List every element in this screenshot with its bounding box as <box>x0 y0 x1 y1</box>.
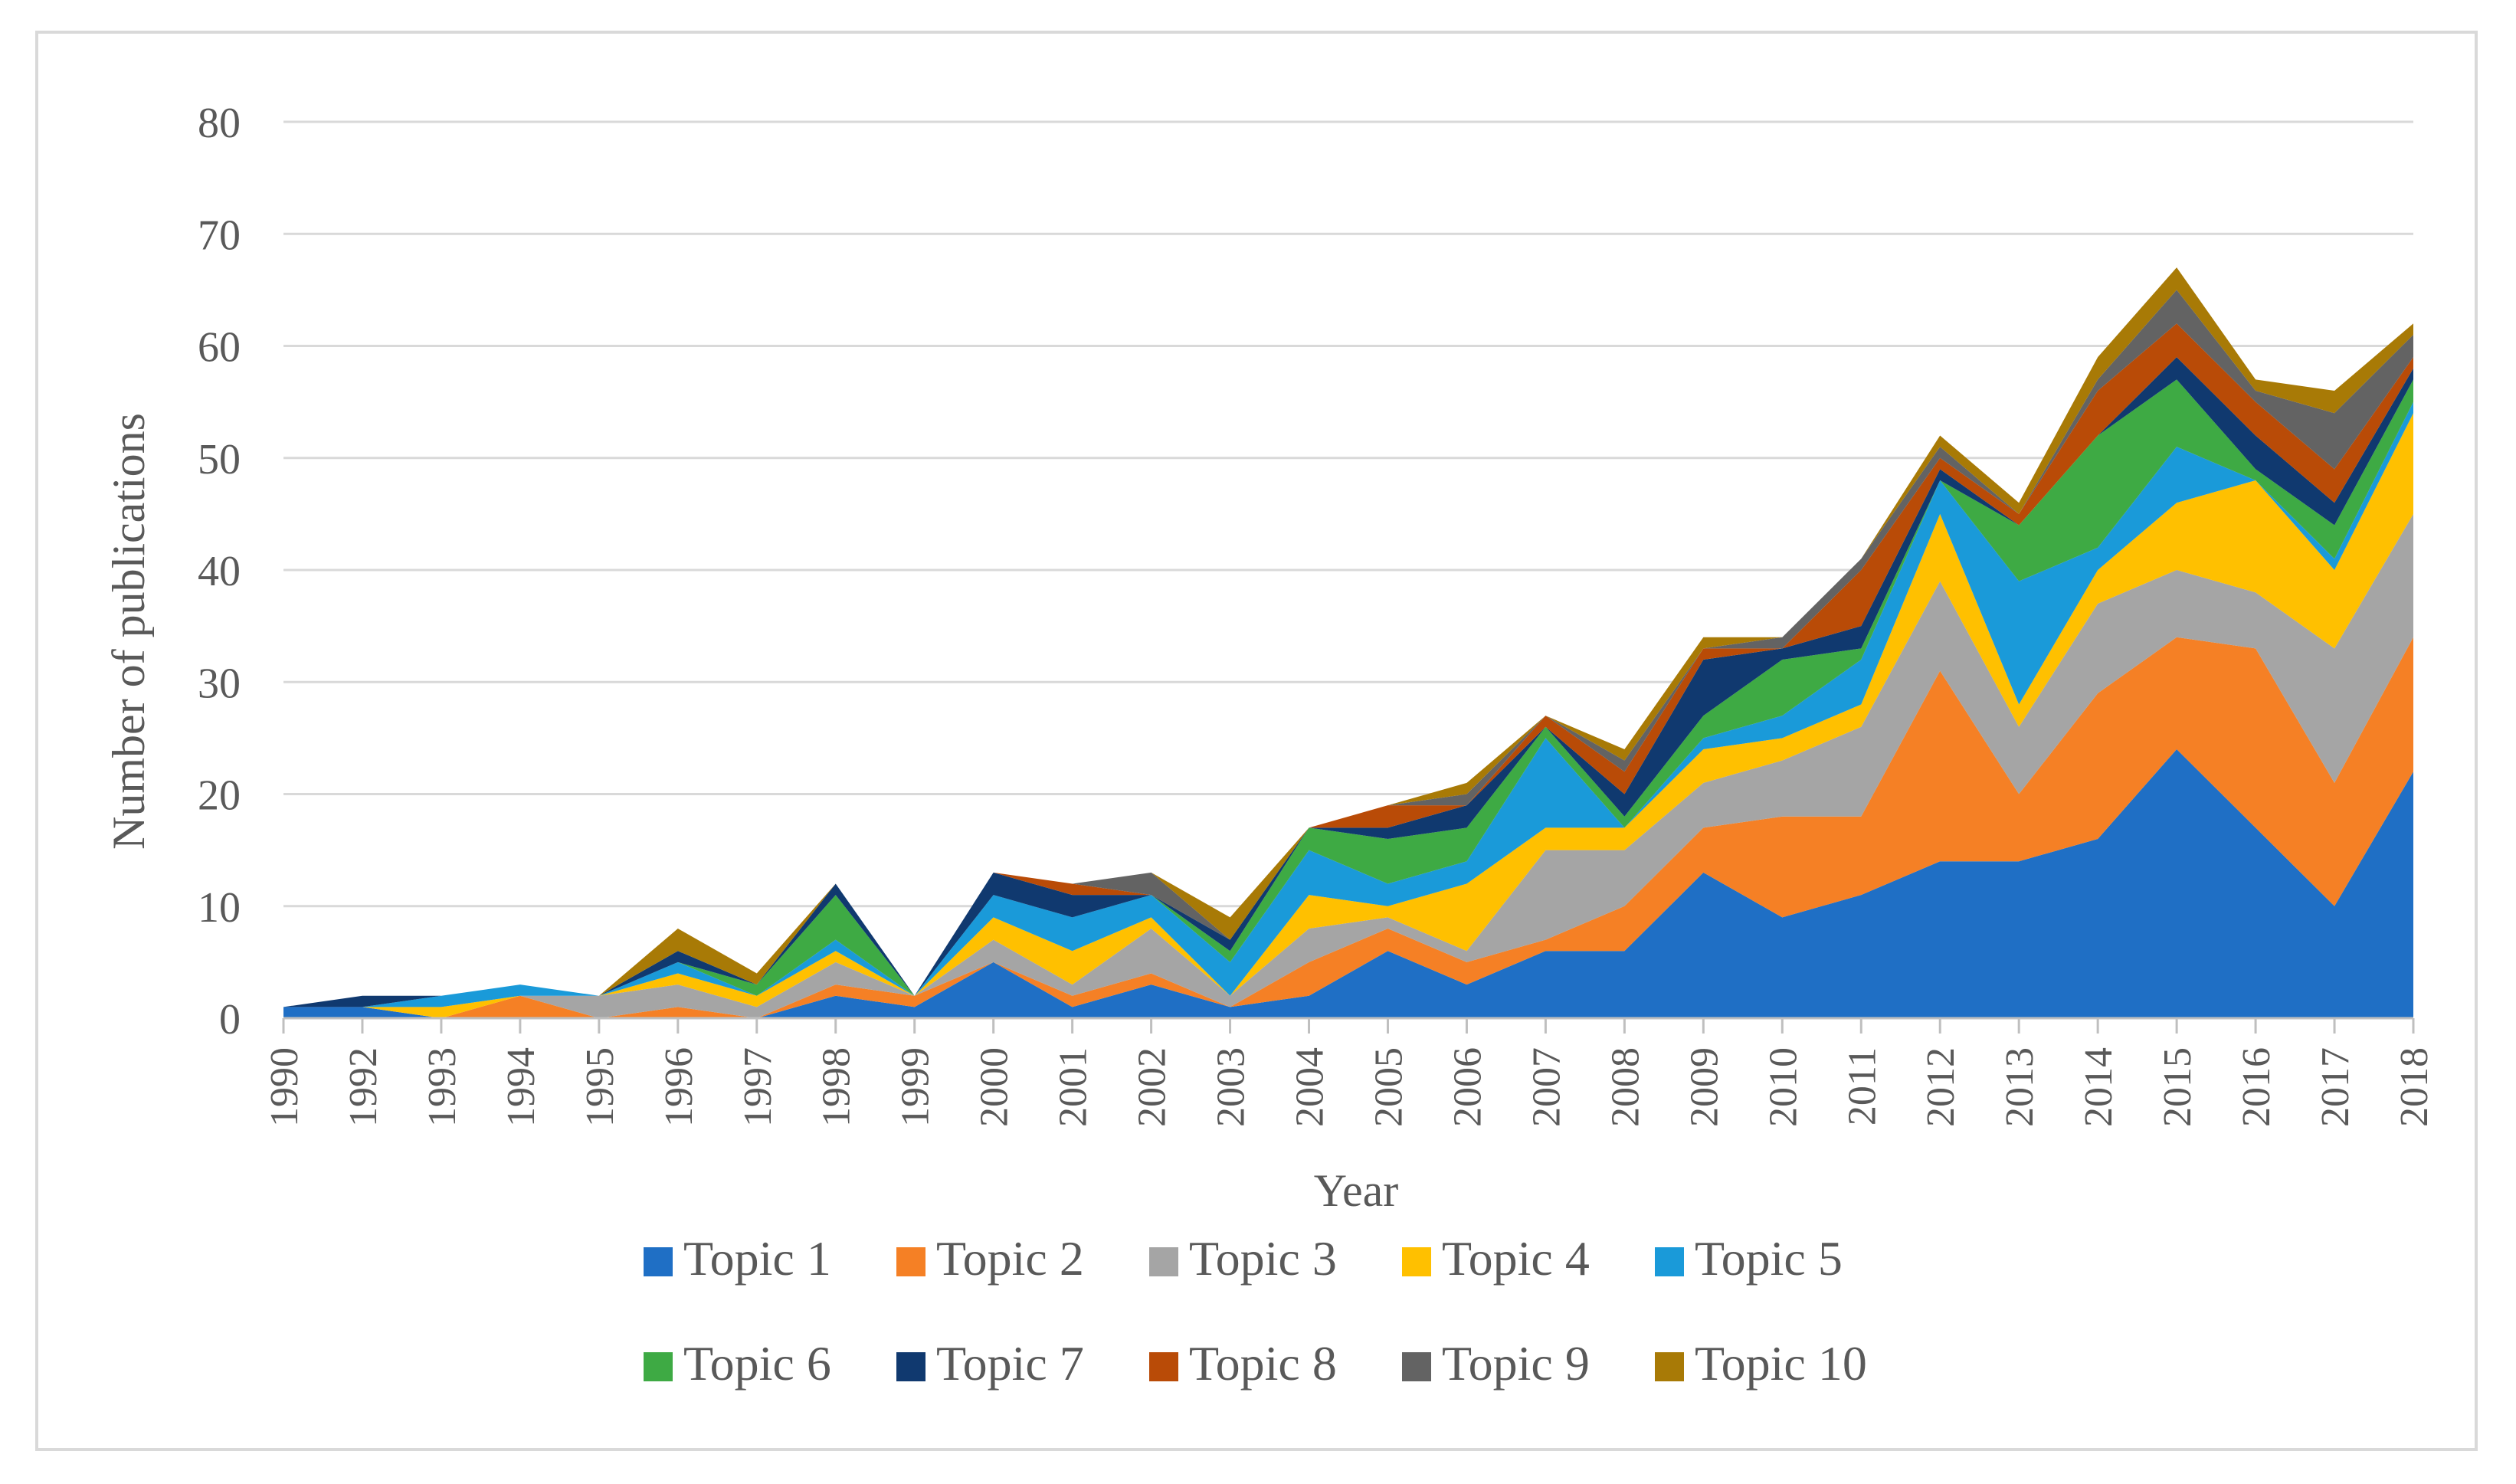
x-tick-label: 2014 <box>2077 1047 2121 1127</box>
area-series-6 <box>283 379 2413 1007</box>
x-tick-label: 2002 <box>1131 1047 1174 1127</box>
y-tick-label: 10 <box>198 884 241 932</box>
y-tick-label: 80 <box>198 100 241 147</box>
legend-label: Topic 3 <box>1189 1231 1337 1286</box>
legend-swatch <box>644 1352 673 1381</box>
y-axis-title: Number of publications <box>103 413 154 850</box>
legend-swatch <box>1149 1352 1178 1381</box>
x-tick-label: 2015 <box>2156 1047 2200 1127</box>
legend: Topic 1 Topic 2 Topic 3 Topic 4 Topic 5 Topic… <box>644 1231 1867 1391</box>
legend-label: Topic 10 <box>1695 1336 1867 1391</box>
legend-swatch <box>1402 1247 1431 1276</box>
x-tick-label: 2006 <box>1446 1047 1489 1127</box>
x-tick-label: 2001 <box>1052 1047 1096 1127</box>
area-series-1 <box>283 749 2413 1018</box>
y-tick-label: 20 <box>198 772 241 820</box>
legend-label: Topic 5 <box>1695 1231 1843 1286</box>
x-tick-label: 2004 <box>1289 1047 1332 1127</box>
stacked-areas <box>283 267 2413 1018</box>
x-tick-label: 1994 <box>500 1047 543 1127</box>
x-tick-label: 1995 <box>578 1047 622 1127</box>
x-tick-label: 2009 <box>1682 1047 1726 1127</box>
x-tick-label: 1992 <box>342 1047 385 1127</box>
y-tick-label: 60 <box>198 324 241 372</box>
y-tick-label: 0 <box>219 996 241 1043</box>
x-tick-label: 2017 <box>2314 1047 2357 1127</box>
x-tick-label: 2012 <box>1919 1047 1963 1127</box>
legend-label: Topic 8 <box>1189 1336 1337 1391</box>
x-tick-label: 2007 <box>1525 1047 1568 1127</box>
legend-swatch <box>896 1247 925 1276</box>
x-tick-label: 2008 <box>1604 1047 1647 1127</box>
legend-label: Topic 1 <box>683 1231 831 1286</box>
x-tick-label: 2016 <box>2235 1047 2278 1127</box>
y-tick-label: 30 <box>198 660 241 707</box>
x-tick-label: 2005 <box>1367 1047 1410 1127</box>
y-tick-label: 40 <box>198 548 241 595</box>
legend-swatch <box>644 1247 673 1276</box>
x-tick-label: 1996 <box>657 1047 701 1127</box>
legend-swatch <box>1655 1247 1684 1276</box>
legend-swatch <box>1149 1247 1178 1276</box>
legend-label: Topic 9 <box>1442 1336 1590 1391</box>
axes: 0 10 20 30 40 50 60 70 80 1990 1992 1993 1994 1995 199… <box>198 100 2436 1127</box>
x-tick-label: 1997 <box>736 1047 780 1127</box>
legend-label: Topic 7 <box>936 1336 1084 1391</box>
gridlines <box>283 120 2413 908</box>
legend-label: Topic 6 <box>683 1336 831 1391</box>
x-tick-label: 1999 <box>894 1047 938 1127</box>
x-tick-label: 2011 <box>1840 1047 1884 1125</box>
x-tick-label: 2013 <box>1998 1047 2042 1127</box>
legend-swatch <box>1655 1352 1684 1381</box>
legend-swatch <box>896 1352 925 1381</box>
legend-label: Topic 2 <box>936 1231 1084 1286</box>
y-tick-label: 50 <box>198 436 241 483</box>
x-tick-label: 2010 <box>1761 1047 1805 1127</box>
legend-swatch <box>1402 1352 1431 1381</box>
chart-frame: 0 10 20 30 40 50 60 70 80 1990 1992 1993 1994 1995 199… <box>35 31 2478 1451</box>
x-axis-title: Year <box>1314 1165 1399 1216</box>
y-tick-label: 70 <box>198 211 241 259</box>
x-tick-label: 2003 <box>1210 1047 1253 1127</box>
x-tick-label: 1998 <box>815 1047 859 1127</box>
x-tick-label: 2000 <box>973 1047 1017 1127</box>
area-series-5 <box>283 401 2413 1007</box>
area-series-2 <box>283 637 2413 1018</box>
x-tick-label: 1993 <box>421 1047 464 1127</box>
legend-label: Topic 4 <box>1442 1231 1590 1286</box>
x-tick-label: 2018 <box>2393 1047 2436 1127</box>
x-tick-label: 1990 <box>263 1047 306 1127</box>
chart-svg: 0 10 20 30 40 50 60 70 80 1990 1992 1993 1994 1995 199… <box>103 100 2436 1391</box>
